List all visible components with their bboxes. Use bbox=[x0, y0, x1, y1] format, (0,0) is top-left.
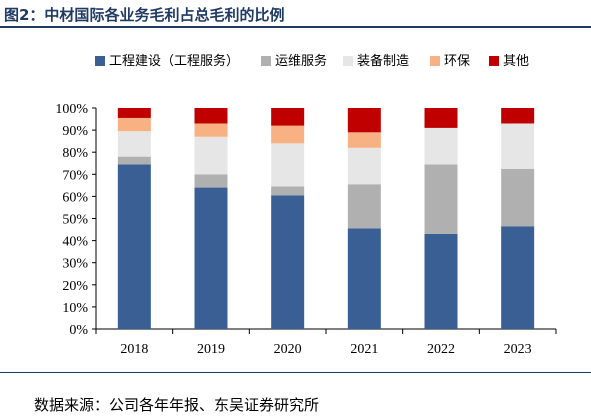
bar-segment bbox=[271, 125, 305, 144]
y-tick-label: 40% bbox=[62, 235, 88, 250]
legend-swatch bbox=[343, 56, 353, 66]
bar-segment bbox=[424, 164, 458, 234]
bar-segment bbox=[347, 147, 381, 185]
bar-segment bbox=[424, 233, 458, 329]
bar-segment bbox=[424, 127, 458, 165]
legend-label: 装备制造 bbox=[357, 53, 409, 69]
bar-segment bbox=[271, 143, 305, 187]
x-tick-label: 2019 bbox=[197, 342, 225, 357]
bar-segment bbox=[347, 228, 381, 329]
legend-swatch bbox=[489, 56, 499, 66]
x-tick-label: 2018 bbox=[120, 342, 148, 357]
bar-segment bbox=[347, 108, 381, 133]
y-tick-label: 100% bbox=[55, 102, 88, 117]
chart-canvas: 工程建设（工程服务） 运维服务 装备制造 环保 其他 0% 10% 20% 30% 40% 50%… bbox=[55, 53, 557, 357]
bar-segment bbox=[117, 156, 151, 165]
bar-segment bbox=[271, 108, 305, 126]
x-tick-label: 2023 bbox=[504, 342, 532, 357]
y-tick-label: 20% bbox=[62, 279, 88, 294]
y-tick-label: 80% bbox=[62, 146, 88, 161]
legend-label: 工程建设（工程服务） bbox=[109, 53, 239, 69]
bar-segment bbox=[194, 187, 228, 329]
y-tick-label: 30% bbox=[62, 257, 88, 272]
legend-swatch bbox=[430, 56, 440, 66]
bar-segment bbox=[117, 131, 151, 157]
bar-segment bbox=[501, 108, 535, 124]
x-tick-label: 2021 bbox=[350, 342, 378, 357]
x-tick-label: 2020 bbox=[274, 342, 302, 357]
bar-segment bbox=[501, 226, 535, 329]
source-note: 数据来源：公司各年年报、东吴证券研究所 bbox=[34, 396, 320, 414]
stacked-bar-chart: 工程建设（工程服务） 运维服务 装备制造 环保 其他 0% 10% 20% 30% 40% 50%… bbox=[0, 40, 591, 370]
bar-segment bbox=[117, 117, 151, 132]
bar-segment bbox=[347, 184, 381, 229]
x-tick-label: 2022 bbox=[427, 342, 455, 357]
legend-label: 环保 bbox=[444, 54, 470, 69]
bars bbox=[117, 108, 535, 329]
y-tick-label: 10% bbox=[62, 301, 88, 316]
bar-segment bbox=[347, 132, 381, 148]
bar-segment bbox=[117, 108, 151, 118]
y-tick-label: 0% bbox=[69, 323, 88, 338]
legend-label: 运维服务 bbox=[275, 53, 327, 69]
bar-segment bbox=[194, 123, 228, 137]
legend-swatch bbox=[95, 56, 105, 66]
bar-segment bbox=[194, 174, 228, 188]
source-divider bbox=[0, 372, 591, 373]
legend: 工程建设（工程服务） 运维服务 装备制造 环保 其他 bbox=[95, 53, 529, 69]
y-tick-label: 70% bbox=[62, 168, 88, 183]
bar-segment bbox=[271, 186, 305, 196]
y-tick-label: 50% bbox=[62, 213, 88, 228]
y-tick-label: 90% bbox=[62, 124, 88, 139]
y-tick-label: 60% bbox=[62, 190, 88, 205]
bar-segment bbox=[117, 164, 151, 329]
axes: 0% 10% 20% 30% 40% 50% 60% 70% 80% 90% 100% 2018 201… bbox=[55, 102, 557, 357]
figure-title: 图2：中材国际各业务毛利占总毛利的比例 bbox=[0, 2, 591, 28]
bar-segment bbox=[271, 195, 305, 329]
bar-segment bbox=[194, 136, 228, 175]
bar-segment bbox=[424, 108, 458, 128]
bar-segment bbox=[501, 168, 535, 227]
legend-label: 其他 bbox=[503, 54, 529, 69]
bar-segment bbox=[501, 123, 535, 169]
legend-swatch bbox=[261, 56, 271, 66]
bar-segment bbox=[194, 108, 228, 124]
